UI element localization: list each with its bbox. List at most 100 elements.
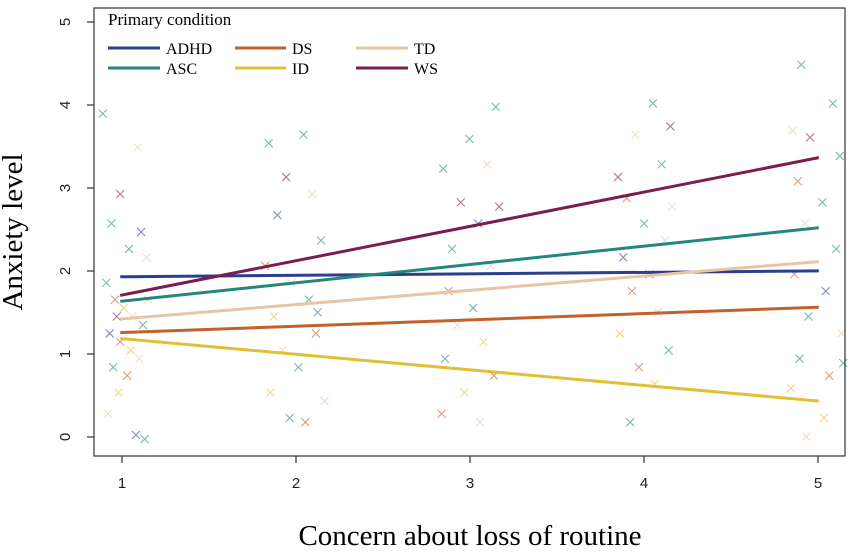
scatter-points [98, 60, 848, 444]
data-point-id-9 [119, 303, 129, 313]
fit-line-id [120, 337, 819, 403]
data-point-ds-40 [300, 417, 310, 427]
data-point-asc-96 [838, 358, 848, 368]
data-point-ds-57 [437, 409, 446, 419]
data-point-td-90 [837, 329, 846, 338]
data-point-td-28 [307, 189, 317, 199]
data-point-ds-8 [110, 295, 120, 305]
x-tick-label-3: 3 [466, 475, 474, 492]
data-point-td-19 [103, 409, 113, 419]
data-point-id-18 [114, 388, 123, 397]
data-point-ws-62 [665, 121, 675, 131]
data-point-ws-2 [115, 189, 125, 199]
data-point-adhd-88 [821, 286, 831, 296]
legend-label-ws: WS [414, 61, 438, 78]
data-point-asc-91 [795, 354, 804, 364]
data-point-adhd-27 [272, 210, 282, 220]
data-point-asc-29 [316, 236, 326, 245]
data-point-asc-39 [285, 413, 294, 423]
data-point-asc-44 [438, 164, 448, 173]
data-point-td-80 [788, 126, 797, 135]
y-tick-label-2: 2 [57, 267, 74, 275]
data-point-ws-22 [112, 312, 122, 321]
data-point-td-6 [142, 252, 151, 262]
y-tick-label-1: 1 [57, 350, 74, 358]
legend-label-ds: DS [292, 41, 312, 58]
data-point-td-38 [320, 396, 329, 406]
data-point-id-14 [126, 345, 136, 355]
data-point-asc-60 [648, 99, 658, 108]
data-point-asc-82 [835, 151, 845, 161]
data-point-asc-20 [140, 434, 150, 444]
data-point-id-72 [615, 329, 625, 338]
data-point-ws-63 [613, 172, 623, 182]
x-tick-label-1: 1 [118, 475, 126, 492]
data-point-asc-66 [639, 219, 649, 228]
data-point-ds-34 [311, 329, 321, 338]
legend-label-td: TD [414, 41, 435, 58]
y-tick-label-0: 0 [57, 433, 74, 441]
fit-line-asc [120, 226, 819, 303]
data-point-asc-43 [465, 134, 474, 144]
data-point-asc-42 [491, 102, 501, 112]
legend-label-adhd: ADHD [166, 41, 212, 58]
regression-lines [119, 156, 820, 403]
data-point-asc-78 [796, 60, 806, 70]
data-point-id-93 [786, 383, 796, 393]
data-point-ds-17 [122, 371, 132, 381]
data-point-adhd-5 [136, 227, 146, 237]
fit-line-ds [120, 305, 819, 335]
legend-title: Primary condition [108, 10, 232, 29]
y-tick-label-5: 5 [57, 18, 74, 26]
y-tick-label-4: 4 [57, 101, 74, 109]
data-point-asc-36 [293, 362, 303, 372]
data-point-adhd-21 [131, 430, 141, 440]
data-point-asc-25 [299, 130, 308, 140]
data-point-id-56 [459, 388, 469, 397]
data-point-asc-89 [803, 312, 813, 321]
data-point-asc-79 [828, 99, 838, 108]
legend-label-id: ID [292, 61, 309, 78]
x-tick-label-4: 4 [640, 475, 648, 492]
data-point-asc-84 [817, 198, 827, 207]
data-point-ds-83 [793, 176, 803, 186]
fit-line-td [120, 260, 819, 321]
data-point-ds-92 [824, 371, 834, 381]
data-point-id-53 [479, 337, 488, 347]
x-tick-label-5: 5 [814, 475, 822, 492]
data-point-td-95 [802, 432, 811, 441]
legend: Primary condition ADHD DS TD ASC ID WS [108, 10, 438, 78]
data-point-asc-41 [313, 307, 322, 317]
data-point-ws-26 [281, 172, 291, 182]
data-point-ws-81 [805, 132, 815, 142]
data-point-id-33 [269, 312, 279, 321]
data-point-asc-0 [98, 109, 108, 119]
data-point-asc-16 [108, 362, 118, 372]
data-point-td-4 [133, 143, 143, 152]
data-point-td-52 [452, 320, 462, 330]
data-point-ds-74 [634, 362, 644, 372]
data-point-id-37 [266, 388, 275, 397]
data-point-td-77 [667, 202, 677, 212]
data-point-asc-24 [264, 138, 274, 148]
data-point-asc-48 [447, 244, 457, 254]
data-point-asc-11 [138, 320, 148, 330]
data-point-td-15 [135, 354, 144, 364]
data-point-asc-64 [657, 159, 667, 169]
data-point-td-61 [631, 130, 640, 140]
data-point-asc-86 [831, 244, 841, 254]
data-point-ds-70 [627, 286, 637, 296]
x-axis-title: Concern about loss of routine [298, 520, 641, 552]
data-point-ws-45 [456, 198, 466, 207]
x-tick-label-2: 2 [292, 475, 300, 492]
fit-line-ws [119, 156, 820, 297]
plot-frame [93, 7, 846, 457]
y-tick-label-3: 3 [57, 184, 74, 192]
data-point-asc-54 [440, 354, 450, 364]
data-point-asc-73 [664, 345, 673, 355]
data-point-adhd-12 [105, 329, 115, 338]
data-point-ws-59 [494, 202, 504, 212]
data-point-td-85 [800, 219, 810, 228]
data-point-asc-76 [625, 417, 635, 427]
